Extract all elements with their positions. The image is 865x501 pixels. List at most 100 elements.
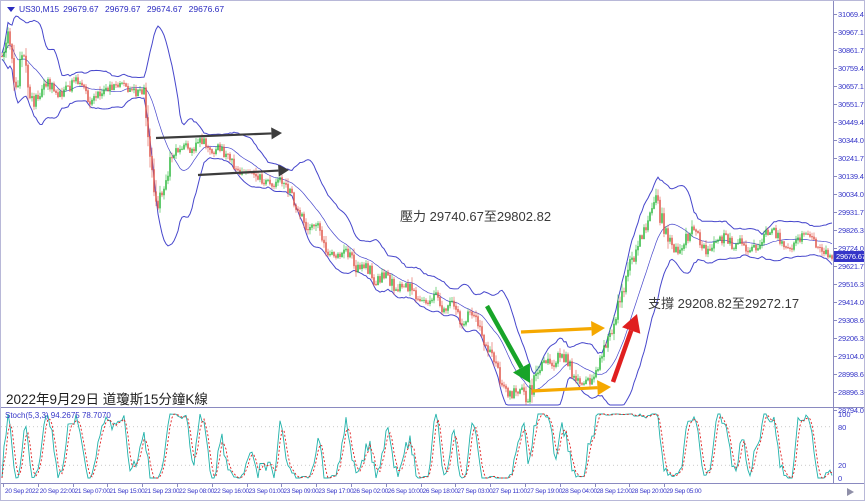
price-axis-tick [833, 85, 837, 87]
price-axis-tick [833, 158, 837, 160]
time-axis-label: 26 Sep 18:00 [422, 488, 458, 495]
up-move-arrow-red[interactable] [610, 314, 641, 383]
date-title-annotation[interactable]: 2022年9月29日 道瓊斯15分鐘K線 [6, 392, 208, 407]
time-axis[interactable]: 20 Sep 2022 20 Sep 22:00 21 Sep 07:00 21 Se… [1, 484, 864, 500]
time-axis-tick [351, 484, 352, 487]
price-axis-label: 29621.70 [838, 261, 865, 271]
trend-arrow-black-upper[interactable] [155, 127, 282, 140]
time-axis-label: 26 Sep 10:00 [387, 488, 423, 495]
time-axis-label: 20 Sep 2022 [5, 488, 39, 495]
price-axis-tick [833, 104, 837, 106]
time-axis-tick [246, 484, 248, 487]
time-axis-tick [107, 484, 109, 487]
time-axis-label: 28 Sep 04:00 [561, 488, 597, 495]
time-axis-tick [177, 484, 178, 487]
time-axis-tick [490, 484, 492, 487]
time-axis-tick [629, 484, 631, 487]
price-axis-tick [833, 320, 837, 322]
time-axis-tick [525, 484, 526, 487]
price-axis-tick [833, 175, 837, 177]
current-price-box: 29676.67 [834, 250, 864, 262]
price-axis-tick [833, 248, 837, 250]
time-axis-tick [281, 484, 283, 487]
time-axis-label: 21 Sep 15:00 [109, 488, 145, 495]
price-axis-tick [833, 338, 837, 340]
bear-candle-bodies [1, 31, 833, 403]
range-arrow-orange-upper[interactable] [520, 321, 605, 337]
price-axis-label: 30139.40 [838, 171, 865, 181]
support-annotation[interactable]: 支撐 29208.82至29272.17 [648, 296, 800, 311]
bollinger-middle-band [1, 44, 833, 391]
down-move-arrow-green[interactable] [485, 304, 530, 383]
price-axis-tick [833, 302, 837, 304]
trend-arrow-black-lower[interactable] [197, 164, 289, 177]
stoch-axis-label: 0 [838, 474, 843, 483]
time-axis-label: 23 Sep 17:00 [318, 488, 354, 495]
time-axis-label: 20 Sep 22:00 [39, 488, 75, 495]
price-axis-label: 28998.60 [838, 370, 865, 380]
time-axis-tick [72, 484, 74, 487]
expand-indicator-icon[interactable] [7, 6, 15, 12]
main-chart-canvas[interactable] [1, 1, 833, 407]
price-axis-tick [833, 140, 837, 142]
chart-title: US30,M15 29679.67 29679.67 29674.67 2967… [7, 4, 228, 14]
time-axis-label: 21 Sep 23:00 [144, 488, 180, 495]
price-axis-tick [833, 194, 837, 196]
price-axis-separator [833, 1, 834, 500]
price-axis[interactable]: 29676.67 31069.40 30967.10 30861.70 30759.4… [833, 1, 865, 500]
chart-drawings-layer[interactable] [1, 1, 833, 407]
time-axis-tick [455, 484, 457, 487]
price-axis-label: 30657.10 [838, 81, 865, 91]
time-axis-label: 21 Sep 07:00 [74, 488, 110, 495]
time-axis-tick [385, 484, 387, 487]
price-axis-label: 30449.40 [838, 117, 865, 127]
close-value: 29676.67 [188, 4, 225, 14]
time-axis-label: 23 Sep 01:00 [248, 488, 284, 495]
price-axis-tick [833, 284, 837, 286]
stochastic-canvas[interactable] [1, 410, 833, 483]
price-axis-label: 29724.00 [838, 244, 865, 254]
time-axis-tick [594, 484, 596, 487]
time-axis-label: 23 Sep 09:00 [283, 488, 319, 495]
price-axis-tick [833, 410, 837, 411]
bollinger-upper-band [1, 15, 833, 375]
price-axis-tick [833, 67, 837, 69]
price-axis-tick [833, 374, 837, 376]
time-axis-label: 28 Sep 20:00 [631, 488, 667, 495]
price-axis-label: 28896.30 [838, 388, 865, 398]
resistance-annotation[interactable]: 壓力 29740.67至29802.82 [400, 209, 552, 224]
time-axis-tick [37, 484, 39, 487]
stoch-axis-label: 80 [838, 422, 847, 432]
time-axis-tick [3, 484, 4, 487]
scroll-to-end-icon[interactable] [847, 488, 854, 496]
time-axis-tick [211, 484, 213, 487]
price-axis-label: 30967.10 [838, 27, 865, 37]
time-axis-label: 26 Sep 02:00 [353, 488, 389, 495]
time-axis-tick [142, 484, 144, 487]
price-axis-tick [833, 121, 837, 123]
time-axis-label: 29 Sep 05:00 [666, 488, 702, 495]
price-axis-tick [833, 50, 837, 52]
stochastic-label: Stoch(5,3,3) 94.2675 78.7070 [5, 411, 111, 420]
stoch-main-line [1, 413, 833, 479]
time-axis-tick [559, 484, 561, 487]
price-axis-label: 29104.00 [838, 352, 865, 362]
price-axis-label: 29308.60 [838, 316, 865, 326]
price-axis-label: 29931.70 [838, 208, 865, 217]
high-value: 29679.67 [105, 4, 141, 14]
stoch-axis-label: 100 [838, 410, 851, 419]
price-axis-tick [833, 265, 837, 267]
time-axis-tick [316, 484, 318, 487]
bollinger-lower-band [1, 58, 833, 406]
stoch-time-separator[interactable] [1, 483, 864, 484]
time-axis-tick [664, 484, 666, 487]
main-stoch-separator[interactable] [1, 407, 864, 408]
low-value: 29674.67 [146, 4, 183, 14]
range-arrow-orange-lower[interactable] [531, 380, 611, 396]
time-axis-label: 22 Sep 16:00 [213, 488, 249, 495]
stoch-signal-line [1, 413, 833, 479]
price-axis-tick [833, 230, 837, 232]
price-axis-label: 30344.00 [838, 136, 865, 146]
price-axis-label: 31069.40 [838, 10, 865, 19]
